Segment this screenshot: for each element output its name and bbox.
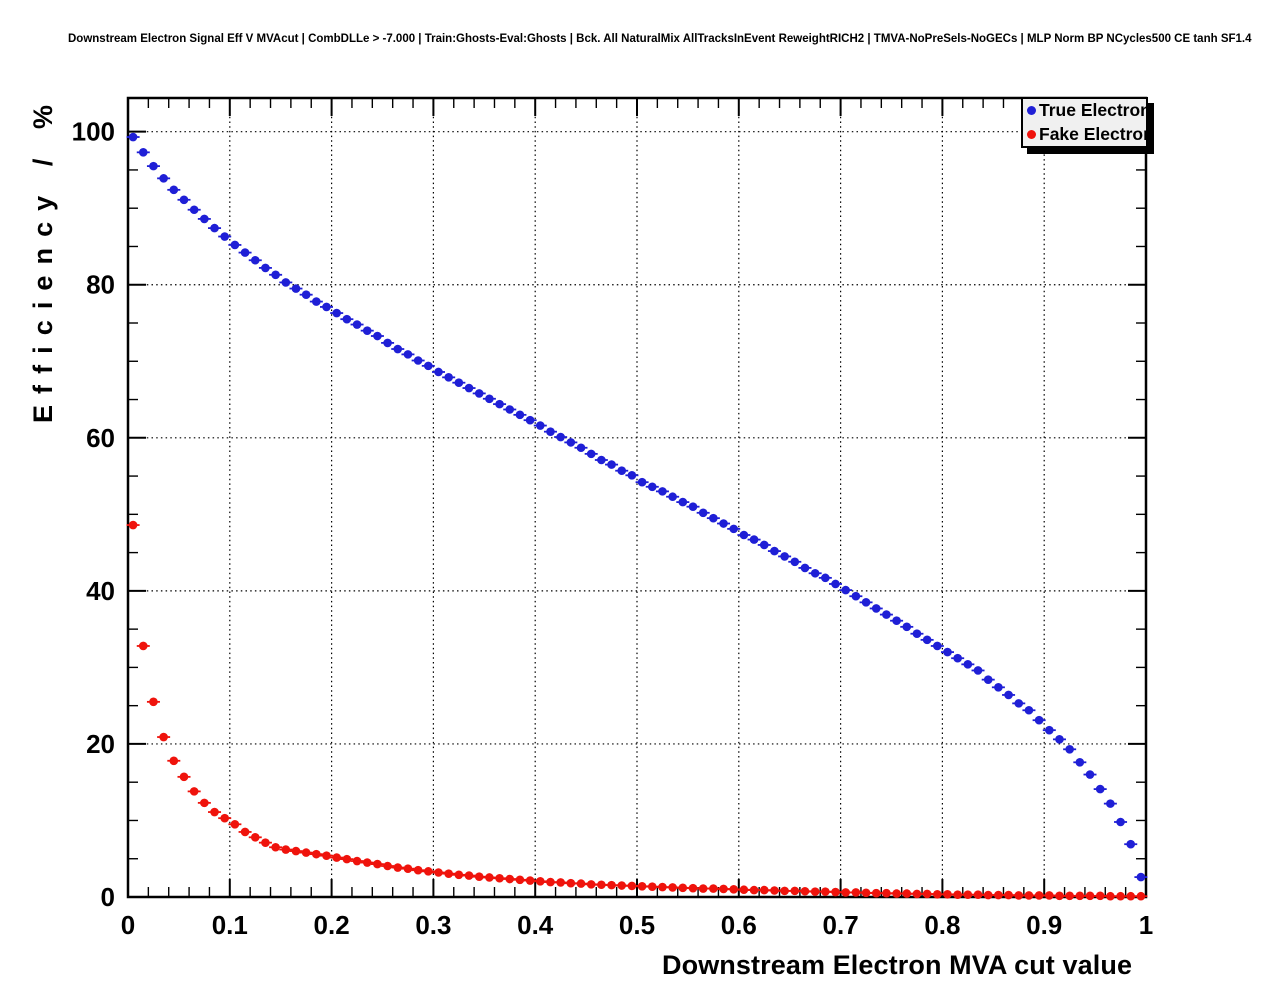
plot-title: Downstream Electron Signal Eff V MVAcut … xyxy=(68,33,1252,45)
legend: True Electron Fake Electron xyxy=(1021,97,1148,148)
svg-text:1: 1 xyxy=(1139,910,1153,940)
legend-entry-fake-electron: Fake Electron xyxy=(1023,123,1146,147)
fake-electron-marker-icon xyxy=(1027,129,1036,139)
svg-text:Efficiency / %: Efficiency / % xyxy=(28,105,58,423)
svg-text:0.3: 0.3 xyxy=(415,910,451,940)
svg-text:0.6: 0.6 xyxy=(721,910,757,940)
svg-text:0: 0 xyxy=(121,910,135,940)
svg-text:0: 0 xyxy=(101,882,115,912)
svg-text:0.4: 0.4 xyxy=(517,910,554,940)
svg-text:0.2: 0.2 xyxy=(314,910,350,940)
legend-label-true-electron: True Electron xyxy=(1039,100,1148,121)
svg-text:40: 40 xyxy=(86,576,115,606)
svg-text:100: 100 xyxy=(72,117,115,147)
svg-text:60: 60 xyxy=(86,423,115,453)
svg-text:0.7: 0.7 xyxy=(823,910,859,940)
true-electron-marker-icon xyxy=(1027,106,1036,116)
svg-text:Downstream Electron MVA cut va: Downstream Electron MVA cut value xyxy=(662,950,1132,980)
svg-text:80: 80 xyxy=(86,270,115,300)
legend-entry-true-electron: True Electron xyxy=(1023,99,1146,123)
svg-text:0.5: 0.5 xyxy=(619,910,655,940)
svg-text:0.9: 0.9 xyxy=(1026,910,1062,940)
svg-text:0.8: 0.8 xyxy=(924,910,960,940)
legend-label-fake-electron: Fake Electron xyxy=(1039,123,1148,144)
svg-text:20: 20 xyxy=(86,729,115,759)
svg-text:0.1: 0.1 xyxy=(212,910,248,940)
